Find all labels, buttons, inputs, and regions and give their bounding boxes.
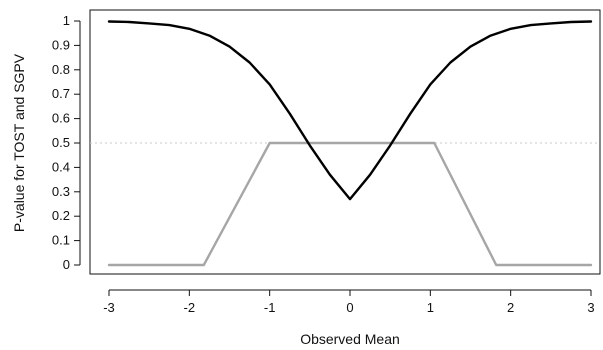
y-tick-label: 0.1: [52, 233, 70, 248]
y-tick-label: 0.9: [52, 37, 70, 52]
series-layer: [107, 20, 593, 267]
plot-frame: [89, 9, 601, 275]
y-tick-label: 0.8: [52, 62, 70, 77]
series-line-black: [107, 20, 593, 201]
x-tick-label: -3: [103, 300, 115, 315]
y-tick-label: 0.3: [52, 184, 70, 199]
y-tick-label: 0.2: [52, 208, 70, 223]
y-tick-label: 1: [63, 13, 70, 28]
y-axis-title: P-value for TOST and SGPV: [11, 53, 27, 232]
x-axis-ticks: -3 -2 -1 0 1 2 3: [103, 290, 595, 315]
x-tick-label: 0: [346, 300, 353, 315]
y-tick-label: 0.5: [52, 135, 70, 150]
y-tick-label: 0.7: [52, 86, 70, 101]
y-tick-label: 0: [63, 257, 70, 272]
y-tick-label: 0.4: [52, 159, 70, 174]
x-tick-label: -2: [184, 300, 196, 315]
y-axis: 0 0.1 0.2 0.3 0.4 0.5 0.6 0.7 0.8 0.9 1: [52, 13, 81, 272]
series-line-grey: [107, 141, 593, 267]
x-axis: -3 -2 -1 0 1 2 3: [103, 289, 595, 315]
x-axis-title: Observed Mean: [300, 331, 400, 347]
x-tick-label: -1: [264, 300, 276, 315]
plot-area: [89, 9, 601, 275]
y-tick-label: 0.6: [52, 111, 70, 126]
x-tick-label: 2: [507, 300, 514, 315]
x-tick-label: 3: [587, 300, 594, 315]
y-axis-ticks: 0 0.1 0.2 0.3 0.4 0.5 0.6 0.7 0.8 0.9 1: [52, 13, 80, 272]
x-tick-label: 1: [427, 300, 434, 315]
